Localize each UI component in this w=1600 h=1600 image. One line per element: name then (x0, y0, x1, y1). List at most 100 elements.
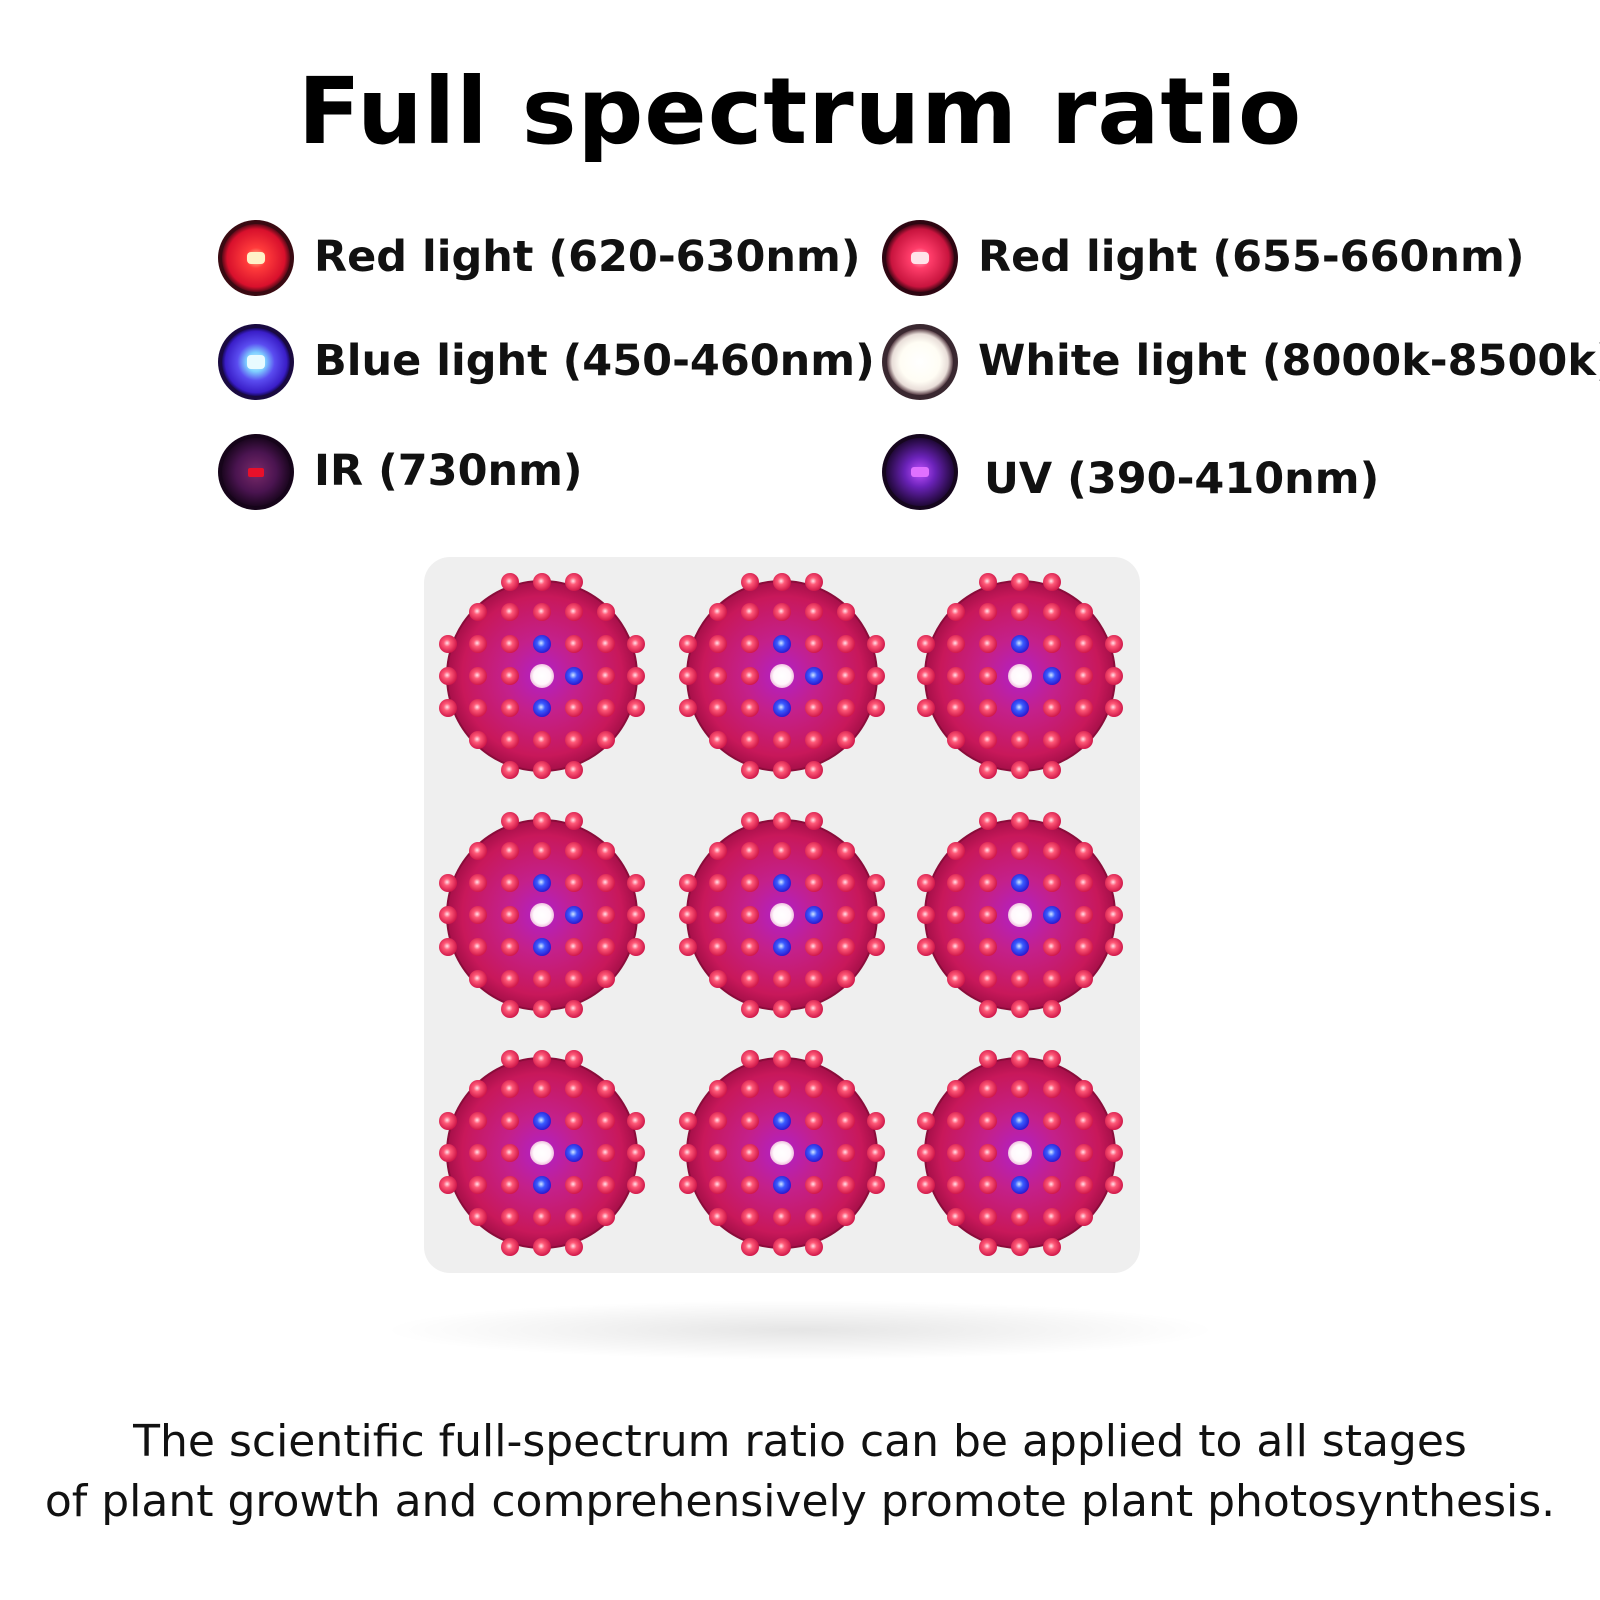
red-led (805, 1000, 823, 1018)
red-led (1105, 699, 1123, 717)
red-led (597, 1112, 615, 1130)
legend-label: White light (8000k-8500k) (978, 336, 1600, 386)
red-led (501, 1112, 519, 1130)
blue-led (533, 1176, 551, 1194)
red-led (565, 603, 583, 621)
red-led (837, 1080, 855, 1098)
red-led (979, 573, 997, 591)
ir-led-icon (218, 434, 294, 510)
grow-light-panel (420, 555, 1180, 1315)
red-led (1043, 573, 1061, 591)
red-led (741, 761, 759, 779)
red-led (1075, 842, 1093, 860)
caption-line-2: of plant growth and comprehensively prom… (44, 1476, 1556, 1527)
red-led (469, 603, 487, 621)
red-led (741, 1080, 759, 1098)
blue-led (805, 1144, 823, 1162)
red-led (1043, 699, 1061, 717)
red-led (469, 874, 487, 892)
red-led (469, 1144, 487, 1162)
red-led (805, 1080, 823, 1098)
red-led (439, 1144, 457, 1162)
red-led (1043, 1112, 1061, 1130)
red-led (533, 1080, 551, 1098)
red-led (1105, 635, 1123, 653)
red-led (597, 667, 615, 685)
red-led (947, 699, 965, 717)
red-led (1011, 1050, 1029, 1068)
red-led (741, 573, 759, 591)
red-led (1043, 731, 1061, 749)
red-led (837, 667, 855, 685)
red-led (565, 731, 583, 749)
blue-led (773, 635, 791, 653)
red-led (679, 938, 697, 956)
red-led (1075, 699, 1093, 717)
red-led (741, 1238, 759, 1256)
red-led (679, 699, 697, 717)
red-led (979, 1050, 997, 1068)
red-led (805, 731, 823, 749)
legend-item-red-655: Red light (655-660nm) (880, 218, 1580, 298)
red-led (773, 761, 791, 779)
red-led (741, 603, 759, 621)
red-led (501, 731, 519, 749)
red-led (501, 1176, 519, 1194)
red-led (805, 1112, 823, 1130)
red-led (947, 874, 965, 892)
red-led (709, 1112, 727, 1130)
red-led (773, 1080, 791, 1098)
red-led (679, 1144, 697, 1162)
blue-led (533, 938, 551, 956)
red-led (439, 1176, 457, 1194)
red-led (1011, 1080, 1029, 1098)
red-led (773, 1208, 791, 1226)
red-led (501, 874, 519, 892)
red-led (979, 812, 997, 830)
red-led (1075, 906, 1093, 924)
red-led (947, 842, 965, 860)
red-led (597, 1208, 615, 1226)
red-led (947, 1176, 965, 1194)
red-led (1043, 1000, 1061, 1018)
led-module (917, 812, 1123, 1018)
red-led (773, 1050, 791, 1068)
blue-led (565, 1144, 583, 1162)
red-led (947, 906, 965, 924)
red-led (627, 1112, 645, 1130)
red-led (501, 1080, 519, 1098)
red-led (469, 906, 487, 924)
red-led (947, 603, 965, 621)
red-led (1043, 635, 1061, 653)
red-led (469, 970, 487, 988)
red-led (469, 635, 487, 653)
red-led (1105, 906, 1123, 924)
red-led (565, 1112, 583, 1130)
red-led (1043, 970, 1061, 988)
red-led (837, 1144, 855, 1162)
red-led (979, 1112, 997, 1130)
red-led (947, 970, 965, 988)
red-led (565, 874, 583, 892)
red-led (1075, 1208, 1093, 1226)
legend-item-red-620: Red light (620-630nm) (216, 218, 861, 298)
red-led (501, 635, 519, 653)
red-led (837, 1208, 855, 1226)
red-led (947, 731, 965, 749)
led-module (917, 1050, 1123, 1256)
red-led (501, 842, 519, 860)
blue-led (805, 667, 823, 685)
red-led (533, 812, 551, 830)
led-panel-image (424, 557, 1140, 1273)
red-led (805, 1050, 823, 1068)
blue-led (1011, 1176, 1029, 1194)
red-led (805, 970, 823, 988)
white-led-icon (882, 324, 958, 400)
red-led (805, 699, 823, 717)
legend-label: UV (390-410nm) (984, 454, 1380, 504)
white-led (1008, 664, 1032, 688)
red-led (1105, 1176, 1123, 1194)
white-led (1008, 1141, 1032, 1165)
red-led (709, 938, 727, 956)
red-led (565, 938, 583, 956)
